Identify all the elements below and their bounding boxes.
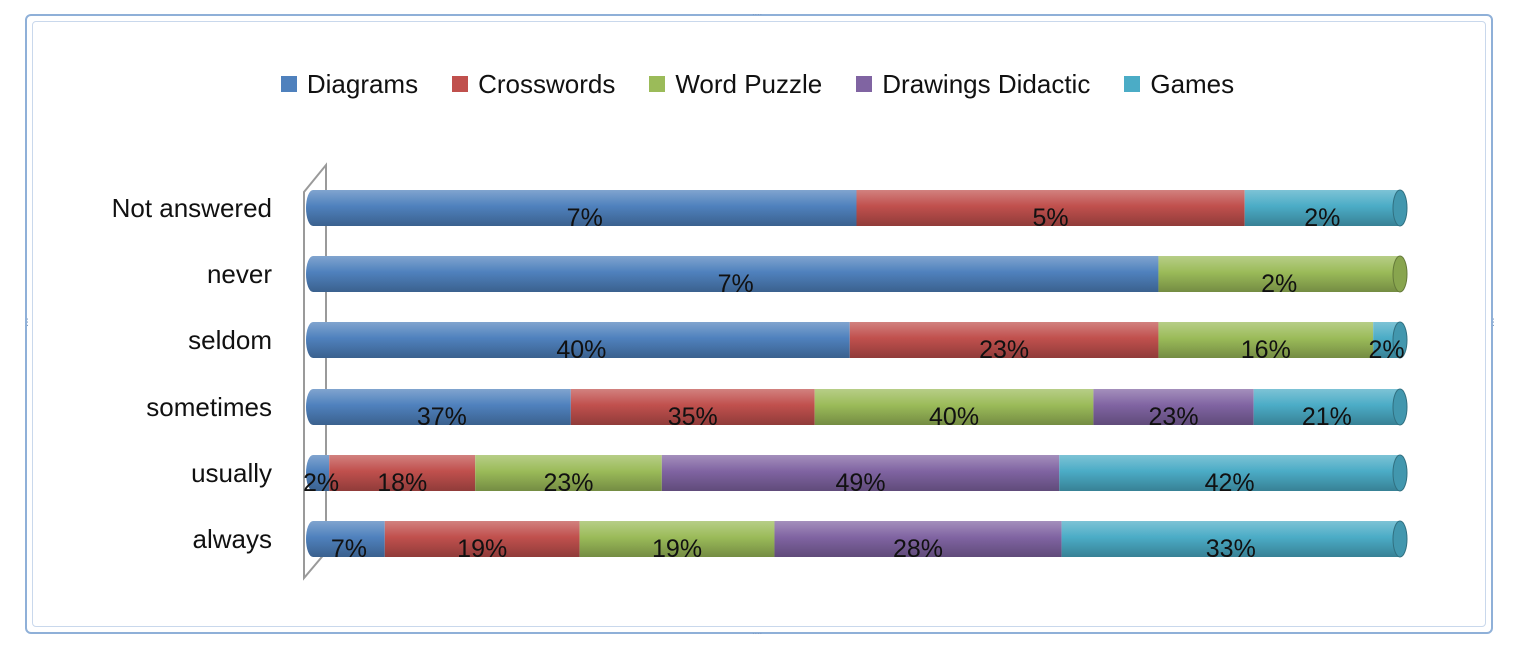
category-label: usually [191, 458, 272, 488]
data-label-diagrams-not-answered: 7% [567, 204, 603, 232]
data-label-crosswords-sometimes: 35% [668, 403, 718, 431]
chart-legend: Diagrams Crosswords Word Puzzle Drawings Di… [0, 64, 1515, 104]
bar-games-not-answered [1244, 190, 1400, 226]
bar-diagrams-seldom [313, 322, 850, 358]
bar-games-always [1061, 521, 1400, 557]
bar-diagrams-never [313, 256, 1159, 292]
bar-cap-left [306, 455, 320, 491]
bar-cap-left [306, 389, 320, 425]
legend-item-drawings-didactic: Drawings Didactic [856, 69, 1090, 100]
data-label-crosswords-always: 19% [457, 535, 507, 563]
data-label-crosswords-seldom: 23% [979, 336, 1029, 364]
category-label: always [193, 524, 272, 554]
category-label: Not answered [112, 193, 272, 223]
category-label: seldom [188, 325, 272, 355]
bar-crosswords-sometimes [570, 389, 815, 425]
data-label-games-seldom: 2% [1369, 336, 1405, 364]
data-label-diagrams-never: 7% [718, 270, 754, 298]
bar-cap-right [1392, 388, 1408, 426]
legend-label: Drawings Didactic [882, 68, 1091, 99]
data-label-word-puzzle-usually: 23% [544, 469, 594, 497]
bar-cap-left [306, 190, 320, 226]
legend-swatch [649, 76, 666, 92]
data-label-drawings-didactic-sometimes: 23% [1149, 403, 1199, 431]
legend-label: Word Puzzle [675, 68, 823, 99]
data-label-crosswords-not-answered: 5% [1033, 204, 1069, 232]
data-label-word-puzzle-never: 2% [1261, 270, 1297, 298]
bar-word-puzzle-always [579, 521, 775, 557]
bar-word-puzzle-sometimes [814, 389, 1094, 425]
bar-crosswords-seldom [849, 322, 1159, 358]
legend-item-games: Games [1124, 69, 1234, 100]
legend-swatch [1124, 76, 1141, 92]
category-label: sometimes [146, 392, 272, 422]
chart-frame-inner [32, 21, 1486, 627]
legend-swatch [452, 76, 469, 92]
legend-item-diagrams: Diagrams [280, 68, 419, 100]
legend-label: Crosswords [478, 68, 616, 99]
bar-drawings-didactic-sometimes [1093, 389, 1254, 425]
legend-label: Games [1150, 68, 1235, 99]
legend-item-crosswords: Crosswords [452, 69, 615, 100]
data-label-drawings-didactic-always: 28% [893, 535, 943, 563]
data-label-games-sometimes: 21% [1302, 403, 1352, 431]
bar-diagrams-sometimes [313, 389, 571, 425]
resize-handle-top[interactable]: ∙∙∙∙ [752, 9, 763, 19]
data-label-word-puzzle-always: 19% [652, 535, 702, 563]
legend-item-word-puzzle: Word Puzzle [649, 69, 822, 100]
axis-wall [303, 162, 327, 581]
bar-games-sometimes [1253, 389, 1400, 425]
data-label-word-puzzle-seldom: 16% [1241, 336, 1291, 364]
data-label-games-usually: 42% [1205, 469, 1255, 497]
bar-cap-left [306, 256, 320, 292]
bar-diagrams-not-answered [313, 190, 857, 226]
data-label-games-not-answered: 2% [1304, 204, 1340, 232]
bar-word-puzzle-usually [475, 455, 662, 491]
legend-label: Diagrams [306, 68, 419, 99]
data-label-diagrams-always: 7% [331, 535, 367, 563]
bar-cap-right [1392, 520, 1408, 558]
bar-crosswords-usually [329, 455, 476, 491]
category-label: never [207, 259, 272, 289]
bar-games-usually [1059, 455, 1400, 491]
bar-cap-left [306, 521, 320, 557]
data-label-word-puzzle-sometimes: 40% [929, 403, 979, 431]
bar-drawings-didactic-usually [661, 455, 1060, 491]
bar-word-puzzle-never [1158, 256, 1400, 292]
data-label-diagrams-seldom: 40% [556, 336, 606, 364]
bar-cap-right [1392, 255, 1408, 293]
bar-cap-right [1392, 321, 1408, 359]
data-label-crosswords-usually: 18% [377, 469, 427, 497]
legend-swatch [280, 76, 297, 92]
bar-cap-left [306, 322, 320, 358]
data-label-diagrams-usually: 2% [303, 469, 339, 497]
data-label-diagrams-sometimes: 37% [417, 403, 467, 431]
data-label-drawings-didactic-usually: 49% [836, 469, 886, 497]
bar-crosswords-always [384, 521, 580, 557]
data-label-games-always: 33% [1206, 535, 1256, 563]
bar-diagrams-always [313, 521, 385, 557]
resize-handle-bottom[interactable]: ∙∙∙∙ [752, 628, 763, 638]
bar-cap-right [1392, 189, 1408, 227]
bar-drawings-didactic-always [774, 521, 1062, 557]
bar-word-puzzle-seldom [1158, 322, 1374, 358]
bar-cap-right [1392, 454, 1408, 492]
legend-swatch [856, 76, 873, 92]
bar-crosswords-not-answered [856, 190, 1245, 226]
